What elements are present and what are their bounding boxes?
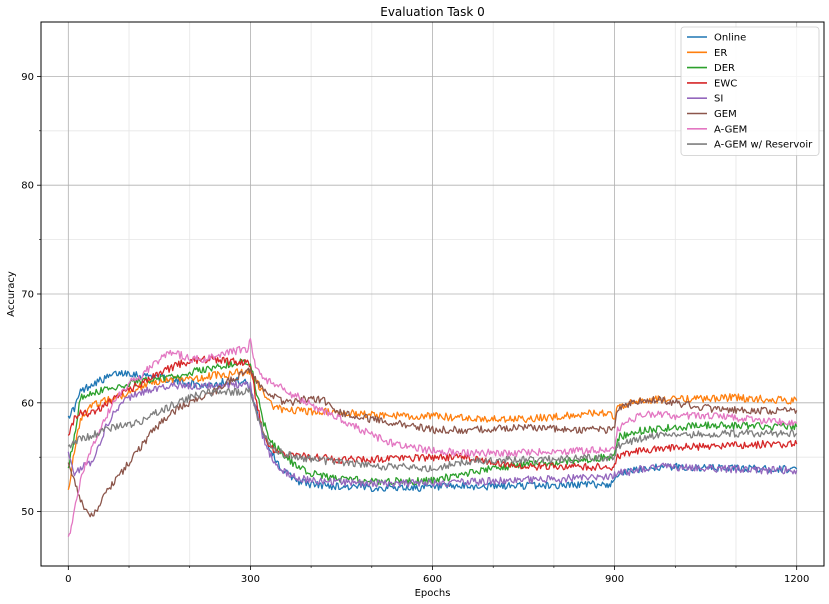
y-tick-label: 60 — [21, 398, 34, 409]
legend: Online ER DER EWC SI GEM A-GEM A-GEM w/ Reservo… — [680, 26, 820, 156]
x-tick-label: 900 — [605, 574, 624, 585]
x-tick-label: 600 — [423, 574, 442, 585]
y-tick-label: 70 — [21, 290, 34, 301]
x-tick-label: 1200 — [784, 574, 809, 585]
series-line-a-gem — [67, 338, 798, 537]
legend-label: DER — [714, 63, 735, 74]
legend-label: Online — [714, 33, 746, 44]
series-line-si — [67, 380, 798, 488]
series-line-der — [67, 358, 798, 486]
series-line-gem — [67, 367, 798, 518]
y-tick-label: 50 — [21, 507, 34, 518]
series-line-a-gem-w-reservoir — [67, 387, 798, 473]
legend-label: SI — [714, 94, 723, 105]
legend-label: A-GEM — [714, 124, 747, 135]
chart-title: Evaluation Task 0 — [380, 5, 484, 19]
y-axis-label: Accuracy — [6, 271, 17, 317]
x-tick-label: 300 — [241, 574, 260, 585]
y-tick-label: 90 — [21, 72, 34, 83]
legend-label: GEM — [714, 109, 737, 120]
y-tick-label: 80 — [21, 181, 34, 192]
series-line-er — [67, 368, 798, 490]
axis-ticks: 0 300 600 900 1200 50 60 70 80 90 — [21, 72, 809, 585]
legend-label: ER — [714, 48, 727, 59]
legend-box — [680, 26, 820, 156]
legend-label: A-GEM w/ Reservoir — [714, 140, 813, 151]
x-tick-label: 0 — [65, 574, 71, 585]
x-axis-label: Epochs — [415, 588, 451, 599]
series-lines — [67, 338, 798, 537]
legend-label: EWC — [714, 78, 737, 89]
